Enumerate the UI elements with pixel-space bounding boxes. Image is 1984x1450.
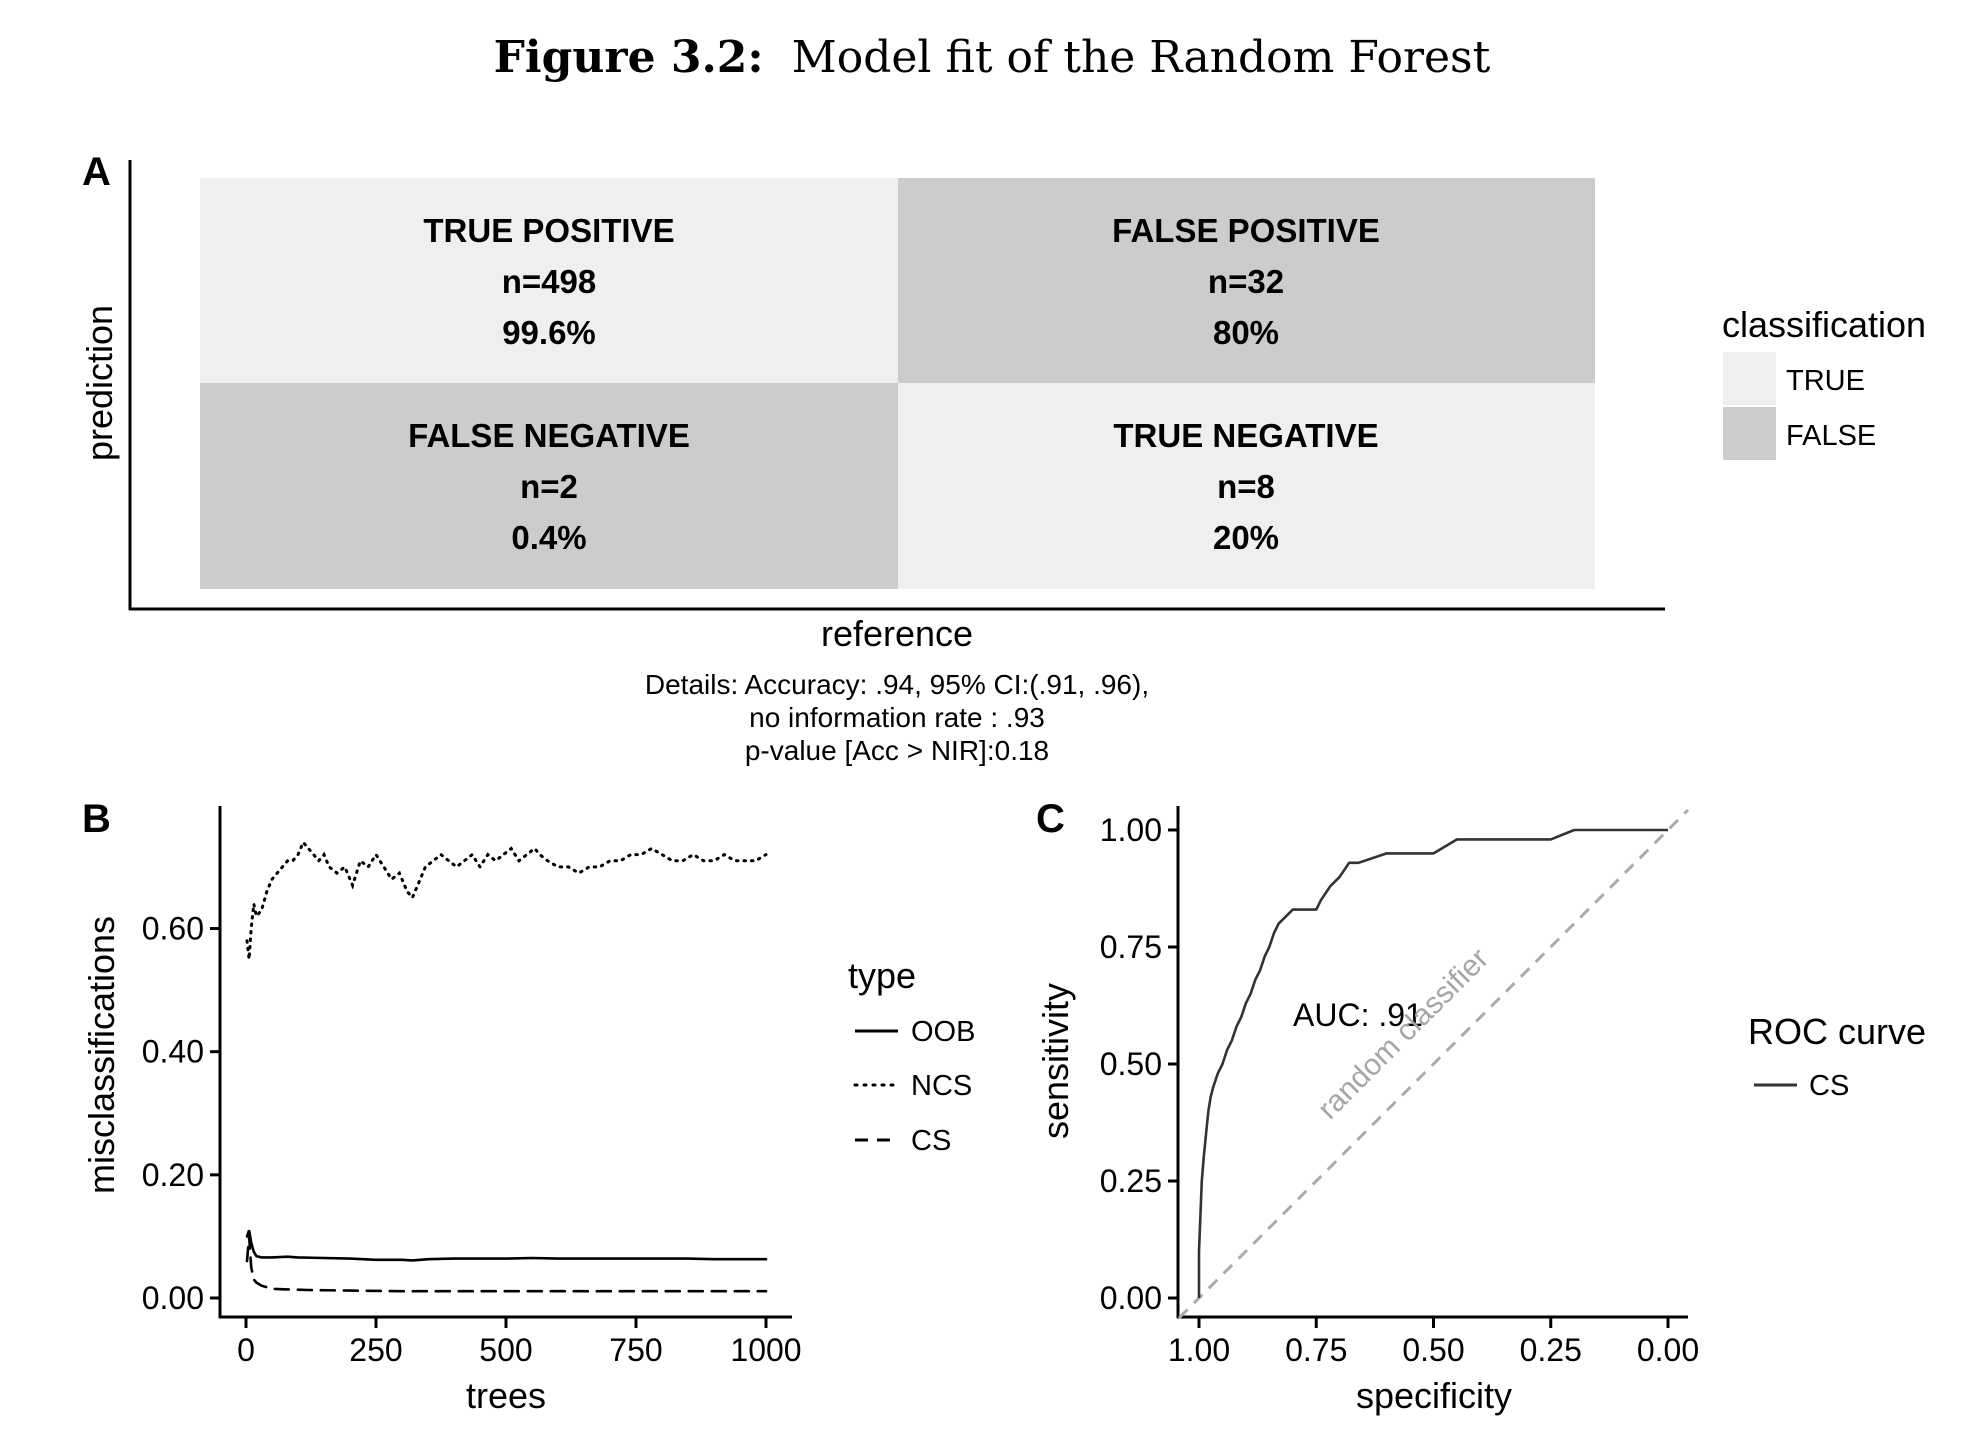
panel-c-tag: C (1036, 797, 1065, 841)
cell-true-negative-pct: 20% (1213, 519, 1279, 556)
panel-c-xlabel: specificity (1356, 1375, 1512, 1416)
c-ytick-label: 0.75 (1100, 929, 1162, 965)
roc-curve-cs-line (1197, 828, 1668, 1298)
c-xtick-label: 1.00 (1168, 1332, 1230, 1368)
b-xtick-label: 500 (479, 1332, 532, 1368)
series-oob-line (245, 1229, 768, 1262)
b-xtick-label: 250 (349, 1332, 402, 1368)
legend-label-roc-cs: CS (1809, 1070, 1849, 1102)
legend-label-oob: OOB (911, 1016, 975, 1048)
cell-true-positive-pct: 99.6% (502, 314, 596, 351)
panel-a: A TRUE POSITIVE n=498 99.6% FALSE POSITI… (79, 150, 1926, 766)
details-line-1: Details: Accuracy: .94, 95% CI:(.91, .96… (645, 669, 1149, 700)
c-xtick-label: 0.75 (1285, 1332, 1347, 1368)
model-details: Details: Accuracy: .94, 95% CI:(.91, .96… (645, 669, 1149, 766)
cell-false-negative-n: n=2 (520, 468, 578, 505)
cell-true-positive-label: TRUE POSITIVE (423, 212, 674, 249)
cell-false-negative (200, 383, 898, 589)
cell-true-positive (200, 178, 898, 383)
cell-false-negative-label: FALSE NEGATIVE (408, 417, 690, 454)
cell-false-positive-label: FALSE POSITIVE (1112, 212, 1380, 249)
b-xtick-label: 750 (609, 1332, 662, 1368)
cell-true-negative-n: n=8 (1217, 468, 1275, 505)
panel-a-ylabel: prediction (79, 305, 120, 461)
b-ytick-label: 0.20 (142, 1157, 204, 1193)
legend-label-true: TRUE (1786, 365, 1865, 397)
panel-a-xlabel: reference (821, 613, 973, 654)
panel-b-ylabel: misclassifications (81, 916, 122, 1194)
legend-label-false: FALSE (1786, 420, 1876, 452)
c-xtick-label: 0.50 (1402, 1332, 1464, 1368)
panel-a-tag: A (82, 150, 111, 194)
c-ytick-label: 0.50 (1100, 1046, 1162, 1082)
legend-swatch-true (1723, 352, 1776, 405)
b-ytick-label: 0.00 (142, 1280, 204, 1316)
roc-legend-title: ROC curve (1748, 1011, 1926, 1052)
figure-label: Figure 3.2: (494, 32, 764, 83)
figure-title-text: Model fit of the Random Forest (792, 32, 1491, 83)
c-ytick-label: 0.00 (1100, 1280, 1162, 1316)
roc-legend: ROC curve CS (1748, 1011, 1926, 1102)
c-ytick-label: 1.00 (1100, 812, 1162, 848)
b-ytick-label: 0.40 (142, 1034, 204, 1070)
panel-b-tag: B (82, 797, 111, 841)
panel-b-xlabel: trees (466, 1375, 546, 1416)
legend-swatch-false (1723, 407, 1776, 460)
random-classifier-line (1177, 808, 1690, 1320)
details-line-3: p-value [Acc > NIR]:0.18 (745, 735, 1049, 766)
legend-label-ncs: NCS (911, 1070, 972, 1102)
cell-false-positive-n: n=32 (1208, 263, 1284, 300)
series-ncs-line (245, 839, 768, 960)
panel-b: B 0 250 500 750 1000 0.00 0.20 0.40 0.60 trees m… (81, 797, 975, 1416)
cell-true-negative (898, 383, 1595, 589)
b-xtick-label: 1000 (730, 1332, 801, 1368)
b-xtick-label: 0 (237, 1332, 255, 1368)
b-ytick-label: 0.60 (142, 911, 204, 947)
panel-c-ylabel: sensitivity (1035, 983, 1076, 1139)
type-legend: type OOB NCS CS (848, 955, 975, 1157)
details-line-2: no information rate : .93 (749, 702, 1045, 733)
cell-false-negative-pct: 0.4% (511, 519, 586, 556)
type-legend-title: type (848, 955, 916, 996)
cell-true-negative-label: TRUE NEGATIVE (1113, 417, 1378, 454)
c-xtick-label: 0.25 (1520, 1332, 1582, 1368)
legend-label-cs: CS (911, 1125, 951, 1157)
auc-annotation: AUC: .91 (1293, 997, 1423, 1033)
classification-legend: classification TRUE FALSE (1722, 304, 1926, 460)
classification-legend-title: classification (1722, 304, 1926, 345)
series-cs-line (245, 1236, 768, 1293)
cell-false-positive (898, 178, 1595, 383)
c-ytick-label: 0.25 (1100, 1163, 1162, 1199)
random-classifier-label: random classifier (1311, 942, 1495, 1126)
figure-title: Figure 3.2: Model fit of the Random Fore… (494, 32, 1491, 83)
cell-true-positive-n: n=498 (502, 263, 597, 300)
c-xtick-label: 0.00 (1637, 1332, 1699, 1368)
cell-false-positive-pct: 80% (1213, 314, 1279, 351)
panel-c: C 1.00 0.75 0.50 0.25 0.00 0.00 0.25 0.50 0.75 1.… (1035, 797, 1926, 1416)
